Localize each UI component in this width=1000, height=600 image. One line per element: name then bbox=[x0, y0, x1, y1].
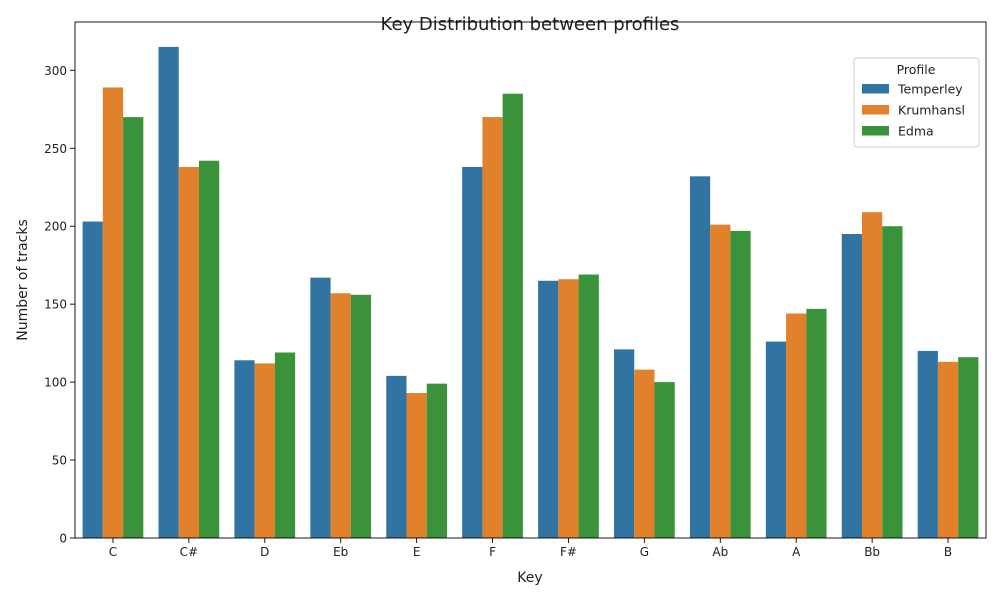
bar-krumhansl-c bbox=[102, 87, 124, 538]
legend-label-krumhansl: Krumhansl bbox=[898, 103, 965, 118]
chart-title: Key Distribution between profiles bbox=[381, 14, 680, 35]
legend-swatch-edma bbox=[862, 126, 889, 136]
x-tick-label: C bbox=[109, 545, 117, 559]
x-tick-label: B bbox=[944, 545, 952, 559]
y-axis: 0 50 100 150 200 250 300 bbox=[44, 64, 75, 546]
bar-edma-a bbox=[806, 308, 827, 538]
bar-edma-c-sharp bbox=[199, 160, 220, 539]
bar-edma-bb bbox=[882, 226, 903, 538]
legend: Profile Temperley Krumhansl Edma bbox=[853, 57, 980, 148]
legend-swatch-temperley bbox=[862, 84, 889, 94]
bar-krumhansl-g bbox=[634, 369, 655, 538]
bar-krumhansl-a bbox=[786, 313, 807, 538]
x-tick-label: F# bbox=[560, 545, 577, 559]
bar-krumhansl-f-sharp bbox=[558, 279, 579, 538]
bars-group bbox=[82, 46, 979, 539]
y-tick-label: 200 bbox=[44, 220, 67, 234]
legend-title: Profile bbox=[897, 62, 936, 77]
bar-temperley-f bbox=[462, 166, 483, 539]
x-tick-label: G bbox=[640, 545, 649, 559]
x-tick-label: A bbox=[792, 545, 801, 559]
x-axis-label: Key bbox=[517, 570, 542, 586]
bar-temperley-bb bbox=[841, 234, 862, 538]
y-tick-label: 150 bbox=[44, 298, 67, 312]
bar-temperley-g bbox=[614, 349, 635, 538]
legend-box bbox=[853, 57, 980, 148]
bar-krumhansl-ab bbox=[710, 224, 731, 538]
bar-krumhansl-f bbox=[482, 117, 503, 538]
bar-krumhansl-e bbox=[406, 393, 427, 538]
x-tick-label: Bb bbox=[864, 545, 880, 559]
bar-krumhansl-b bbox=[937, 361, 959, 538]
bar-temperley-c bbox=[82, 221, 103, 539]
legend-swatch-krumhansl bbox=[862, 105, 889, 115]
bar-temperley-e bbox=[386, 375, 407, 538]
bar-temperley-b bbox=[917, 350, 938, 538]
y-tick-label: 250 bbox=[44, 142, 67, 156]
y-tick-label: 0 bbox=[59, 532, 67, 546]
bar-edma-eb bbox=[350, 294, 372, 538]
bar-edma-f-sharp bbox=[578, 274, 599, 538]
x-axis: C C# D Eb E F F# G Ab A Bb B bbox=[109, 538, 952, 559]
bar-krumhansl-bb bbox=[862, 212, 883, 538]
bar-krumhansl-eb bbox=[330, 293, 351, 538]
bar-edma-e bbox=[426, 383, 447, 538]
y-axis-label: Number of tracks bbox=[15, 219, 31, 341]
bar-temperley-d bbox=[234, 360, 255, 538]
bar-krumhansl-d bbox=[254, 363, 275, 538]
bar-edma-b bbox=[958, 357, 979, 538]
bar-edma-f bbox=[502, 93, 523, 539]
y-tick-label: 50 bbox=[52, 454, 67, 468]
bar-temperley-c-sharp bbox=[158, 46, 179, 538]
legend-label-edma: Edma bbox=[898, 124, 934, 139]
x-tick-label: F bbox=[489, 545, 496, 559]
bar-temperley-ab bbox=[689, 176, 711, 538]
y-tick-label: 100 bbox=[44, 376, 67, 390]
x-tick-label: E bbox=[413, 545, 421, 559]
x-tick-label: C# bbox=[180, 545, 198, 559]
y-tick-label: 300 bbox=[44, 64, 67, 78]
bar-edma-g bbox=[654, 382, 675, 538]
bar-temperley-eb bbox=[310, 277, 331, 538]
bar-krumhansl-c-sharp bbox=[178, 166, 199, 539]
bar-temperley-a bbox=[765, 341, 787, 538]
x-tick-label: Ab bbox=[712, 545, 728, 559]
bar-temperley-f-sharp bbox=[538, 280, 559, 538]
x-tick-label: Eb bbox=[333, 545, 348, 559]
legend-label-temperley: Temperley bbox=[897, 82, 963, 97]
x-tick-label: D bbox=[260, 545, 269, 559]
bar-edma-ab bbox=[730, 230, 751, 538]
bar-edma-d bbox=[274, 352, 296, 538]
plot-frame bbox=[74, 21, 987, 539]
legend-items: Temperley Krumhansl Edma bbox=[862, 82, 965, 139]
bar-edma-c bbox=[123, 117, 144, 538]
